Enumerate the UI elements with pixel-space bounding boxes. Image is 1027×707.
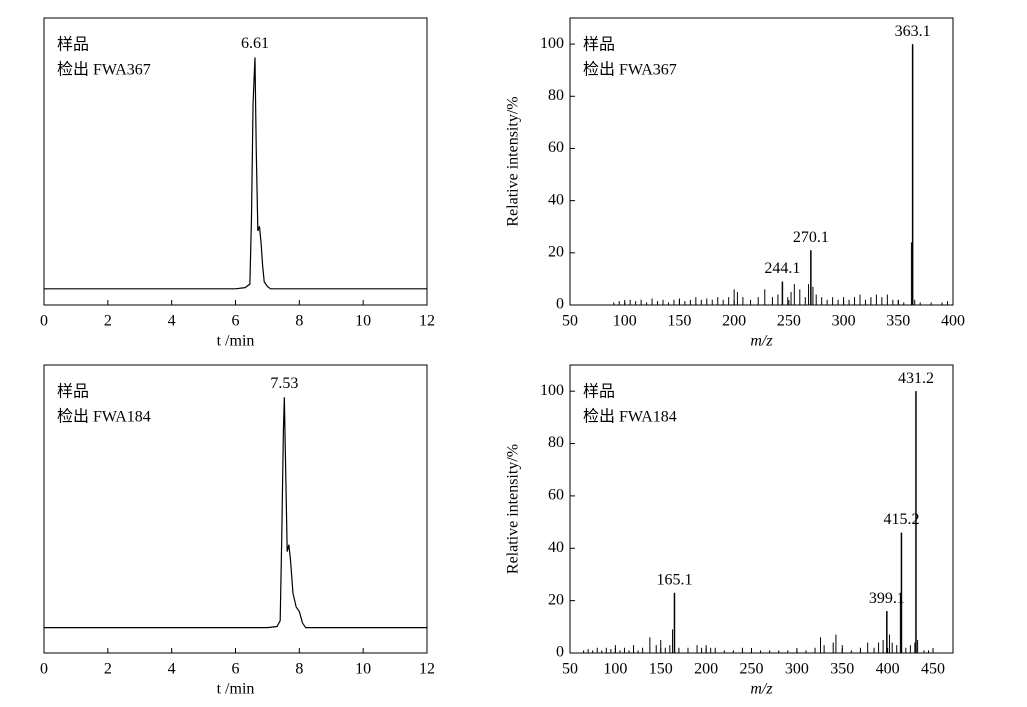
y-tick-label: 80 bbox=[548, 434, 564, 451]
x-tick-label: 10 bbox=[355, 661, 371, 678]
x-tick-label: 2 bbox=[104, 313, 112, 330]
x-axis-label: m/z bbox=[750, 681, 773, 698]
x-tick-label: 200 bbox=[694, 661, 718, 678]
x-tick-label: 50 bbox=[562, 313, 578, 330]
x-axis-label: t /min bbox=[217, 333, 255, 350]
annotation: 检出 FWA367 bbox=[57, 61, 151, 79]
y-tick-label: 0 bbox=[556, 296, 564, 313]
x-tick-label: 0 bbox=[40, 313, 48, 330]
x-axis-label: t /min bbox=[217, 681, 255, 698]
y-axis-label: Relative intensity/% bbox=[505, 96, 522, 226]
y-tick-label: 20 bbox=[548, 591, 564, 608]
x-tick-label: 0 bbox=[40, 661, 48, 678]
peak-label: 415.2 bbox=[883, 511, 919, 528]
x-tick-label: 8 bbox=[295, 313, 303, 330]
x-tick-label: 10 bbox=[355, 313, 371, 330]
x-tick-label: 50 bbox=[562, 661, 578, 678]
y-axis-label: Relative intensity/% bbox=[505, 444, 522, 574]
peak-label: 431.2 bbox=[898, 370, 934, 387]
peak-label: 270.1 bbox=[793, 229, 829, 246]
peak-label: 6.61 bbox=[241, 35, 269, 52]
x-tick-label: 350 bbox=[886, 313, 910, 330]
annotation: 样品 bbox=[57, 383, 89, 401]
x-tick-label: 150 bbox=[667, 313, 691, 330]
chromatogram-line bbox=[44, 397, 427, 629]
annotation: 检出 FWA184 bbox=[57, 408, 151, 426]
x-tick-label: 350 bbox=[830, 661, 854, 678]
peak-label: 165.1 bbox=[656, 571, 692, 588]
y-tick-label: 60 bbox=[548, 139, 564, 156]
peak-label: 399.1 bbox=[869, 590, 905, 607]
y-tick-label: 60 bbox=[548, 487, 564, 504]
x-axis-label: m/z bbox=[750, 333, 773, 350]
x-tick-label: 200 bbox=[722, 313, 746, 330]
peak-label: 363.1 bbox=[895, 23, 931, 40]
x-tick-label: 100 bbox=[613, 313, 637, 330]
x-tick-label: 6 bbox=[232, 661, 240, 678]
x-tick-label: 300 bbox=[832, 313, 856, 330]
x-tick-label: 250 bbox=[777, 313, 801, 330]
y-tick-label: 100 bbox=[540, 35, 564, 52]
y-tick-label: 80 bbox=[548, 87, 564, 104]
y-tick-label: 0 bbox=[556, 644, 564, 661]
x-tick-label: 150 bbox=[649, 661, 673, 678]
x-tick-label: 12 bbox=[419, 313, 435, 330]
x-tick-label: 12 bbox=[419, 661, 435, 678]
y-tick-label: 40 bbox=[548, 539, 564, 556]
annotation: 样品 bbox=[57, 36, 89, 54]
chromatogram-line bbox=[44, 57, 427, 290]
x-tick-label: 400 bbox=[941, 313, 965, 330]
annotation: 样品 bbox=[583, 383, 615, 401]
x-tick-label: 300 bbox=[785, 661, 809, 678]
x-tick-label: 100 bbox=[603, 661, 627, 678]
x-tick-label: 450 bbox=[921, 661, 945, 678]
annotation: 检出 FWA367 bbox=[583, 61, 677, 79]
x-tick-label: 4 bbox=[168, 661, 176, 678]
annotation: 检出 FWA184 bbox=[583, 408, 677, 426]
plot-frame bbox=[569, 364, 954, 654]
y-tick-label: 100 bbox=[540, 382, 564, 399]
x-tick-label: 6 bbox=[232, 313, 240, 330]
y-tick-label: 20 bbox=[548, 243, 564, 260]
peak-label: 244.1 bbox=[764, 260, 800, 277]
annotation: 样品 bbox=[583, 36, 615, 54]
x-tick-label: 400 bbox=[876, 661, 900, 678]
y-tick-label: 40 bbox=[548, 191, 564, 208]
x-tick-label: 250 bbox=[740, 661, 764, 678]
x-tick-label: 8 bbox=[295, 661, 303, 678]
x-tick-label: 2 bbox=[104, 661, 112, 678]
plot-frame bbox=[569, 17, 954, 306]
peak-label: 7.53 bbox=[270, 375, 298, 392]
x-tick-label: 4 bbox=[168, 313, 176, 330]
